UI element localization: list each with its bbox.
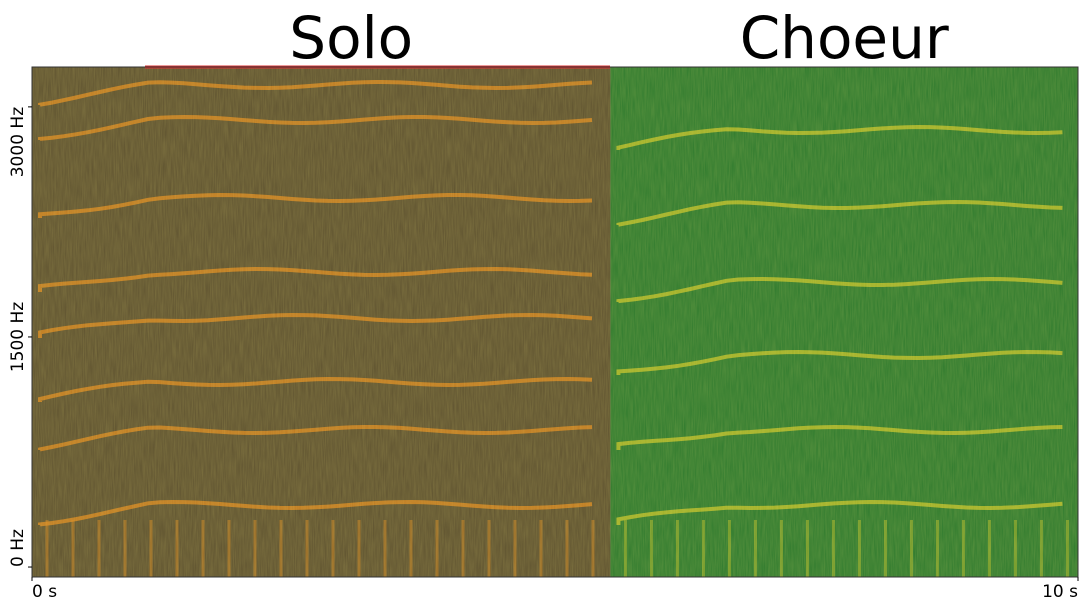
- panel-title: Choeur: [740, 4, 949, 72]
- harmonic-texture: [38, 79, 593, 107]
- x-tick-label: 0 s: [32, 582, 57, 601]
- harmonic-texture: [38, 499, 593, 527]
- y-tick-label: 3000 Hz: [8, 107, 28, 177]
- harmonic-texture: [38, 192, 593, 218]
- plot-frame: [31, 66, 1079, 578]
- harmonic-texture: [38, 266, 593, 292]
- x-tick-label: 10 s: [1042, 582, 1078, 601]
- panel-title: Solo: [289, 4, 413, 72]
- harmonic-texture: [616, 349, 1063, 375]
- harmonic-texture: [38, 114, 593, 141]
- harmonic-texture: [38, 312, 593, 338]
- y-tick-label: 0 Hz: [8, 529, 28, 567]
- harmonic-texture: [38, 376, 593, 402]
- harmonic-texture: [616, 499, 1063, 525]
- harmonic-texture: [38, 425, 593, 452]
- harmonic-texture: [616, 424, 1063, 450]
- harmonic-texture: [616, 124, 1063, 150]
- y-tick-label: 1500 Hz: [8, 302, 28, 372]
- harmonic-texture: [616, 276, 1063, 304]
- spectrogram-panel: [610, 67, 1078, 577]
- harmonic-texture: [616, 199, 1063, 227]
